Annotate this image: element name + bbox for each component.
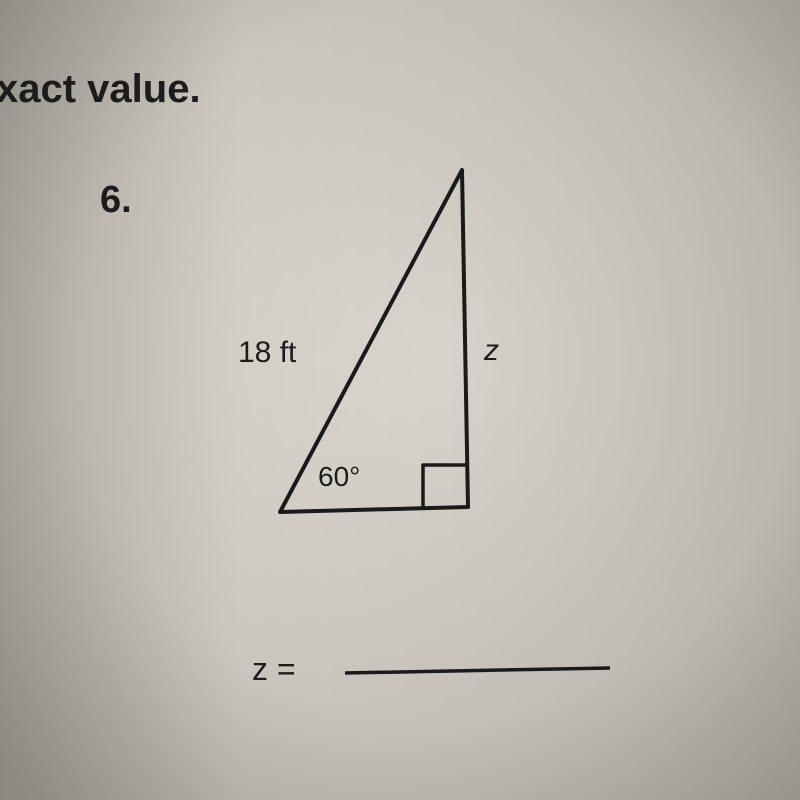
hypotenuse-label: 18 ft: [238, 336, 297, 369]
triangle-outline: [278, 168, 470, 514]
right-angle-marker: [421, 463, 466, 507]
instruction-text: xact value.: [0, 67, 201, 111]
problem-number: 6.: [100, 179, 132, 221]
answer-label: z =: [252, 651, 296, 687]
angle-label-bg: [316, 452, 398, 492]
angle-label: 60°: [318, 461, 360, 492]
triangle: [278, 168, 470, 514]
answer-blank: [344, 666, 611, 675]
side-label: z: [483, 334, 499, 367]
